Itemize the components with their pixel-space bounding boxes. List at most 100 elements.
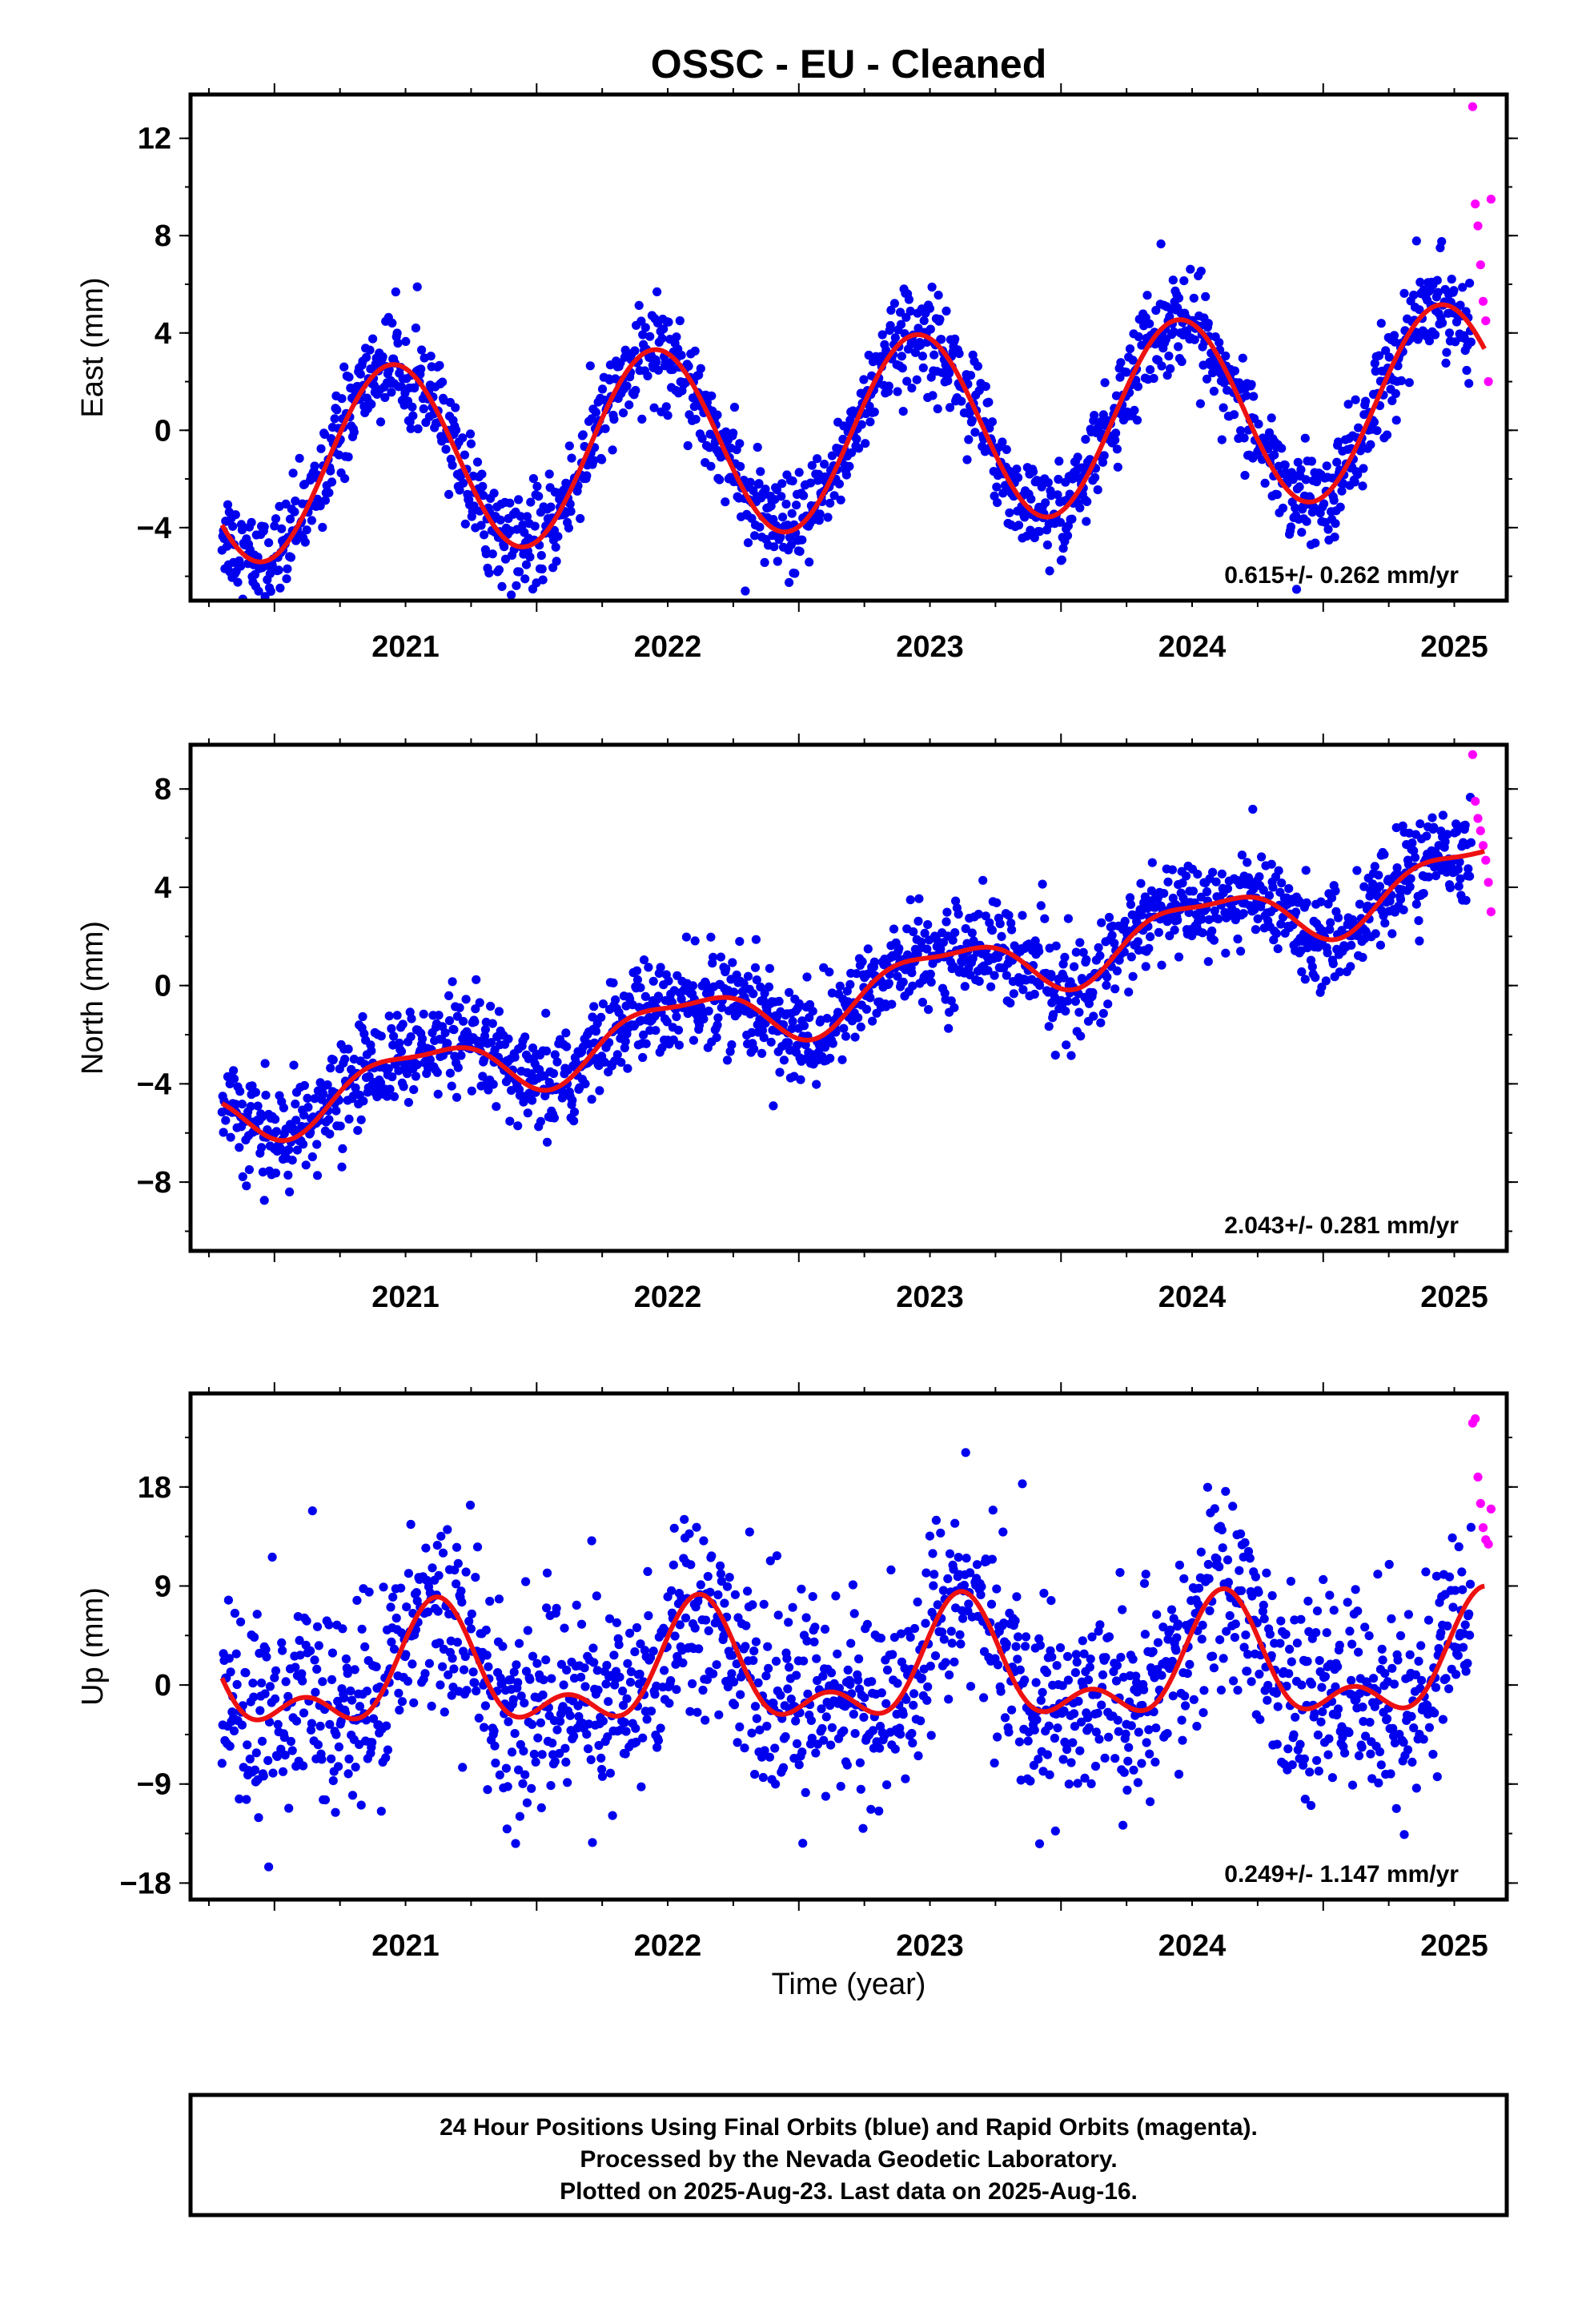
final-orbit-point xyxy=(419,404,428,414)
final-orbit-point xyxy=(1110,984,1120,994)
final-orbit-point xyxy=(730,1590,741,1599)
final-orbit-point xyxy=(1036,901,1046,911)
final-orbit-point xyxy=(537,1750,547,1759)
final-orbit-point xyxy=(1381,346,1391,356)
final-orbit-point xyxy=(597,455,607,464)
final-orbit-point xyxy=(327,1754,336,1763)
final-orbit-point xyxy=(1190,335,1199,344)
final-orbit-point xyxy=(1166,1625,1175,1634)
final-orbit-point xyxy=(776,1691,785,1700)
x-tick-label: 2021 xyxy=(371,630,440,664)
final-orbit-point xyxy=(546,502,556,512)
final-orbit-point xyxy=(604,1038,614,1047)
final-orbit-point xyxy=(482,1651,492,1660)
final-orbit-point xyxy=(479,491,488,501)
final-orbit-point xyxy=(1304,1626,1314,1636)
x-tick-label: 2022 xyxy=(634,1281,702,1314)
final-orbit-point xyxy=(810,1622,820,1632)
final-orbit-point xyxy=(356,1800,366,1810)
final-orbit-point xyxy=(1462,365,1472,376)
final-orbit-point xyxy=(1370,862,1379,871)
final-orbit-point xyxy=(887,999,897,1009)
final-orbit-point xyxy=(1049,1010,1058,1019)
final-orbit-point xyxy=(913,1597,922,1606)
final-orbit-point xyxy=(861,1004,872,1014)
final-orbit-point xyxy=(1074,1007,1084,1017)
final-orbit-point xyxy=(1066,1758,1076,1767)
final-orbit-point xyxy=(1217,869,1227,879)
final-orbit-point xyxy=(1083,1713,1093,1723)
final-orbit-point xyxy=(1179,276,1189,286)
final-orbit-point xyxy=(1301,475,1311,485)
final-orbit-point xyxy=(1090,411,1099,420)
final-orbit-point xyxy=(998,437,1007,447)
final-orbit-point xyxy=(877,330,887,340)
final-orbit-point xyxy=(913,1751,923,1761)
final-orbit-point xyxy=(890,1744,900,1754)
final-orbit-point xyxy=(760,557,769,568)
final-orbit-point xyxy=(949,1564,958,1574)
final-orbit-point xyxy=(1215,338,1224,348)
final-orbit-point xyxy=(1167,865,1177,875)
final-orbit-point xyxy=(255,1706,265,1715)
final-orbit-point xyxy=(326,466,335,476)
final-orbit-point xyxy=(1036,1695,1046,1705)
final-orbit-point xyxy=(1053,490,1062,500)
final-orbit-point xyxy=(1300,1795,1310,1804)
final-orbit-point xyxy=(438,1548,448,1558)
final-orbit-point xyxy=(778,513,788,522)
final-orbit-point xyxy=(672,332,681,342)
final-orbit-point xyxy=(741,1642,750,1651)
final-orbit-point xyxy=(555,1748,564,1759)
final-orbit-point xyxy=(1110,1754,1120,1763)
final-orbit-point xyxy=(585,361,595,371)
final-orbit-point xyxy=(926,969,935,979)
final-orbit-point xyxy=(549,1113,560,1123)
final-orbit-point xyxy=(514,1765,524,1775)
final-orbit-point xyxy=(1314,1767,1323,1776)
final-orbit-point xyxy=(1328,959,1338,968)
final-orbit-point xyxy=(908,981,917,991)
final-orbit-point xyxy=(465,429,476,439)
final-orbit-point xyxy=(869,407,879,417)
final-orbit-point xyxy=(407,1014,416,1023)
final-orbit-point xyxy=(1177,356,1186,367)
final-orbit-point xyxy=(1371,366,1380,376)
final-orbit-point xyxy=(1137,1759,1146,1768)
plot-border xyxy=(188,92,1509,603)
plot-frame xyxy=(188,92,1509,603)
final-orbit-point xyxy=(644,963,653,972)
final-orbit-point xyxy=(1067,514,1077,524)
final-orbit-point xyxy=(839,1726,849,1735)
final-orbit-point xyxy=(1271,1688,1281,1698)
final-orbit-point xyxy=(735,1722,745,1731)
final-orbit-point xyxy=(1263,1680,1273,1691)
final-orbit-point xyxy=(443,1525,452,1534)
final-orbit-point xyxy=(909,1700,918,1710)
final-orbit-point xyxy=(436,1680,445,1690)
final-orbit-point xyxy=(432,1541,442,1550)
final-orbit-point xyxy=(857,957,867,967)
final-orbit-point xyxy=(783,521,793,530)
final-orbit-point xyxy=(1327,893,1337,903)
final-orbit-point xyxy=(254,1813,263,1823)
final-orbit-point xyxy=(942,917,951,927)
final-orbit-point xyxy=(825,967,834,977)
final-orbit-point xyxy=(1267,413,1276,423)
final-orbit-point xyxy=(384,1011,394,1021)
final-orbit-point xyxy=(412,282,422,292)
final-orbit-point xyxy=(640,991,650,1001)
final-orbit-point xyxy=(1014,1632,1023,1642)
final-orbit-point xyxy=(630,346,640,356)
final-orbit-point xyxy=(593,1685,603,1695)
final-orbit-point xyxy=(922,1695,932,1705)
final-orbit-point xyxy=(287,1746,297,1755)
final-orbit-point xyxy=(1316,1717,1326,1727)
final-orbit-point xyxy=(1452,317,1462,327)
final-orbit-point xyxy=(729,428,738,438)
final-orbit-point xyxy=(224,1654,234,1663)
final-orbit-point xyxy=(638,330,648,340)
final-orbit-point xyxy=(987,1554,997,1564)
final-orbit-point xyxy=(675,1620,685,1630)
final-orbit-point xyxy=(412,1588,421,1598)
